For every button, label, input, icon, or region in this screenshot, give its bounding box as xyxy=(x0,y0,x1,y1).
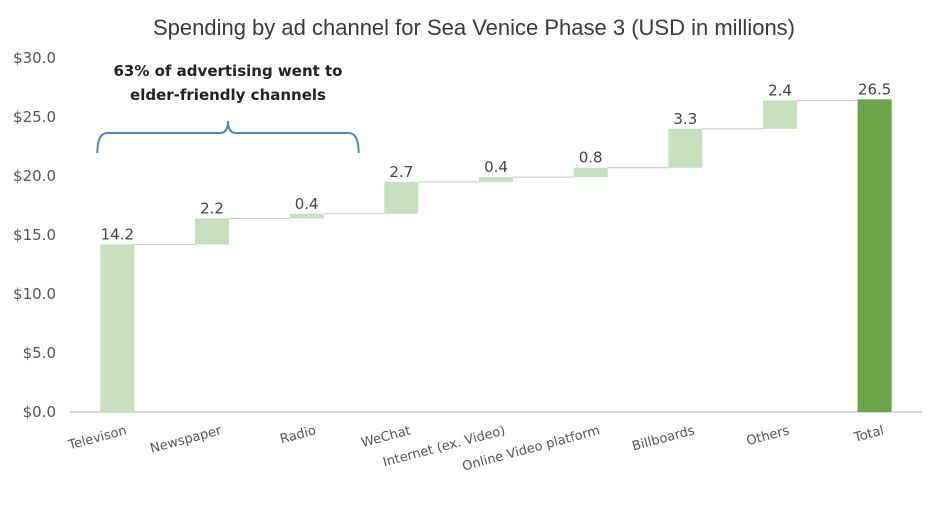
bar-internet-ex-video xyxy=(479,177,513,182)
data-labels: 14.2 2.2 0.4 2.7 0.4 0.8 3.3 2.4 26.5 xyxy=(101,80,892,243)
bar-wechat xyxy=(384,181,419,214)
bars xyxy=(100,99,892,413)
bar-televison xyxy=(100,244,135,412)
annotation-text: 63% of advertising went to xyxy=(114,62,343,80)
data-label: 0.4 xyxy=(484,158,508,176)
data-label: 2.4 xyxy=(768,81,792,99)
bar-newspaper xyxy=(195,218,229,245)
y-tick-label: $15.0 xyxy=(13,226,56,244)
y-tick-label: $0.0 xyxy=(23,403,56,421)
data-label: 2.2 xyxy=(200,199,224,217)
connector-lines xyxy=(134,99,858,245)
chart-title: Spending by ad channel for Sea Venice Ph… xyxy=(153,15,795,40)
x-tick-label: Others xyxy=(745,423,791,449)
y-tick-label: $30.0 xyxy=(13,49,56,67)
data-label: 14.2 xyxy=(101,225,134,243)
annotation: 63% of advertising went to elder-friendly… xyxy=(96,62,360,154)
annotation-text: elder-friendly channels xyxy=(130,86,326,104)
x-tick-label: Radio xyxy=(279,423,318,447)
bar-billboards xyxy=(668,128,703,168)
y-axis: $0.0 $5.0 $10.0 $15.0 $20.0 $25.0 $30.0 xyxy=(13,49,922,421)
data-label: 0.4 xyxy=(295,195,319,213)
x-tick-label: Televison xyxy=(66,423,128,453)
bar-online-video-platform xyxy=(573,167,608,178)
y-tick-label: $20.0 xyxy=(13,167,56,185)
y-tick-label: $5.0 xyxy=(23,344,56,362)
data-label: 0.8 xyxy=(579,149,603,167)
data-label: 2.7 xyxy=(389,163,413,181)
x-tick-label: WeChat xyxy=(360,423,413,451)
data-label: 3.3 xyxy=(673,110,697,128)
bar-radio xyxy=(289,213,324,219)
x-tick-label: Billboards xyxy=(631,423,697,454)
bar-others xyxy=(763,100,797,129)
x-tick-label: Total xyxy=(852,423,886,446)
data-label: 26.5 xyxy=(858,80,891,98)
y-tick-label: $10.0 xyxy=(13,285,56,303)
bar-total xyxy=(857,99,892,413)
annotation-bracket xyxy=(96,120,360,154)
x-tick-label: Newspaper xyxy=(149,423,224,457)
y-tick-label: $25.0 xyxy=(13,108,56,126)
